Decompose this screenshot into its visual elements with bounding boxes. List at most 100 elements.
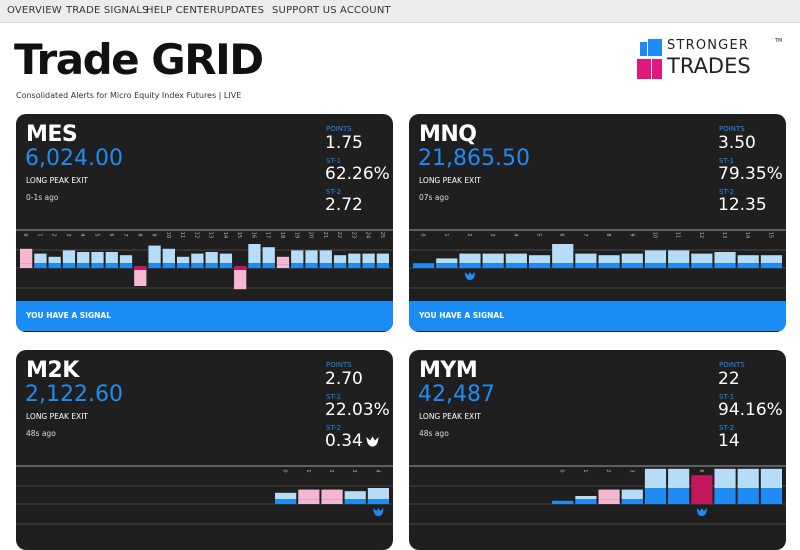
bar xyxy=(714,252,736,264)
nav-overview[interactable]: OVERVIEW xyxy=(7,5,62,16)
bar xyxy=(305,250,318,264)
ticker-card-mes[interactable]: MES 6,024.00 LONG PEAK EXIT 0-1s ago POI… xyxy=(16,114,393,332)
bar xyxy=(162,248,175,264)
st1-label: ST-1 xyxy=(719,393,735,401)
logo-trademark: TM xyxy=(775,38,783,44)
ticker-price: 21,865.50 xyxy=(418,146,530,171)
nav-support-us[interactable]: SUPPORT US xyxy=(272,5,337,16)
tick-label: 0 xyxy=(559,469,565,472)
bar xyxy=(191,263,204,268)
nav-trade-signals[interactable]: TRADE SIGNALS xyxy=(66,5,149,16)
signal-banner[interactable]: YOU HAVE A SIGNAL xyxy=(16,301,393,331)
last-update: 07s ago xyxy=(419,193,449,202)
bar xyxy=(621,263,643,268)
tick-label: 11 xyxy=(675,232,681,238)
st1-value: 22.03% xyxy=(325,400,390,420)
bar xyxy=(34,253,47,264)
bar xyxy=(344,499,366,504)
bar xyxy=(528,255,551,264)
bar xyxy=(319,263,332,268)
bar xyxy=(275,492,297,500)
tick-label: 16 xyxy=(250,232,256,238)
st2-value: 12.35 xyxy=(718,195,767,215)
bar xyxy=(48,263,61,268)
st2-label: ST-2 xyxy=(326,188,342,196)
points-label: POINTS xyxy=(719,361,745,369)
bar xyxy=(367,488,389,500)
bar xyxy=(176,256,190,264)
tick-label: 12 xyxy=(193,232,199,238)
bar xyxy=(333,255,347,264)
bar xyxy=(319,250,332,264)
points-value: 2.70 xyxy=(325,369,363,389)
tick-label: 10 xyxy=(651,232,657,238)
bar xyxy=(714,488,736,504)
tick-label: 0 xyxy=(282,469,288,472)
bar xyxy=(276,264,290,268)
bar xyxy=(714,263,736,268)
st1-label: ST-1 xyxy=(326,393,342,401)
tick-label: 12 xyxy=(698,232,704,238)
signal-marker-icon xyxy=(464,272,475,280)
exit-type: LONG PEAK EXIT xyxy=(26,176,88,185)
signal-marker-icon xyxy=(696,508,707,516)
tick-label: 7 xyxy=(582,233,588,236)
stronger-trades-logo[interactable]: STRONGER TM TRADES xyxy=(637,37,787,83)
tick-label: 14 xyxy=(744,232,750,238)
bar xyxy=(552,244,574,264)
logo-text-stronger: STRONGER xyxy=(667,38,750,53)
tick-label: 14 xyxy=(222,232,228,238)
st1-label: ST-1 xyxy=(326,157,342,165)
nav-updates[interactable]: UPDATES xyxy=(217,5,265,16)
bar xyxy=(234,270,247,290)
ticker-card-mym[interactable]: MYM 42,487 LONG PEAK EXIT 48s ago POINTS… xyxy=(409,350,786,550)
bar xyxy=(262,247,275,264)
bar xyxy=(162,263,175,268)
page-subtitle: Consolidated Alerts for Micro Equity Ind… xyxy=(16,91,242,100)
st2-value: 0.34 xyxy=(325,431,379,451)
nav-help-center[interactable]: HELP CENTER xyxy=(146,5,217,16)
logo-mark xyxy=(648,39,662,56)
tick-label: 21 xyxy=(322,232,328,238)
tick-label: 1 xyxy=(443,233,449,236)
bar xyxy=(62,263,76,268)
points-value: 22 xyxy=(718,369,740,389)
points-value: 1.75 xyxy=(325,133,363,153)
signal-chart: 0 1 2 3 4 5 6 7 8 9 10 11 12 13 14 15 16 17 18 19 20 21 22 23 24… xyxy=(16,229,393,290)
ticker-card-mnq[interactable]: MNQ 21,865.50 LONG PEAK EXIT 07s ago POI… xyxy=(409,114,786,332)
nav-account[interactable]: ACCOUNT xyxy=(340,5,391,16)
ticker-card-m2k[interactable]: M2K 2,122.60 LONG PEAK EXIT 48s ago POIN… xyxy=(16,350,393,550)
bar xyxy=(248,263,261,268)
bar xyxy=(644,263,667,268)
tick-label: 5 xyxy=(93,233,99,236)
tick-label: 20 xyxy=(308,232,314,238)
signal-chart: 0 1 2 3 4 5 6 7 8 9 10 11 12 13 14 15 xyxy=(409,229,786,289)
bar xyxy=(321,489,343,500)
tick-label: 5 xyxy=(536,233,542,236)
bar xyxy=(148,245,161,264)
bar xyxy=(644,250,667,264)
bar xyxy=(621,489,643,500)
signal-banner[interactable]: YOU HAVE A SIGNAL xyxy=(409,301,786,331)
signal-badge-icon xyxy=(366,436,379,446)
points-label: POINTS xyxy=(719,125,745,133)
tick-label: 15 xyxy=(767,232,773,238)
bar xyxy=(505,263,527,268)
bar xyxy=(598,255,620,264)
bar xyxy=(737,488,759,504)
tick-label: 8 xyxy=(136,233,142,236)
st2-label: ST-2 xyxy=(719,188,735,196)
bar xyxy=(552,263,574,268)
logo-mark xyxy=(637,59,651,79)
tick-label: 2 xyxy=(605,469,611,472)
bar xyxy=(362,253,375,264)
bar xyxy=(575,253,597,264)
bar xyxy=(760,255,782,264)
bar xyxy=(376,263,389,268)
st2-number: 12.35 xyxy=(718,195,767,215)
tick-label: 4 xyxy=(79,233,85,236)
last-update: 48s ago xyxy=(419,429,449,438)
bar xyxy=(598,263,620,268)
bar xyxy=(362,263,375,268)
